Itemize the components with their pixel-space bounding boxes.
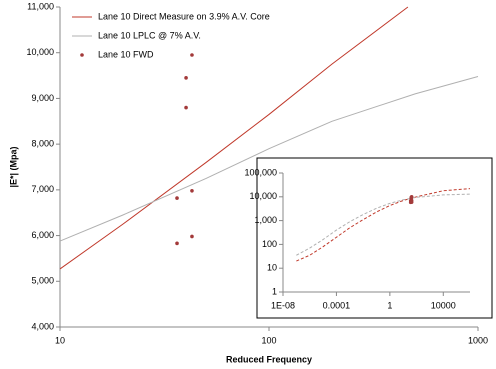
y-tick-label: 9,000 <box>31 93 54 103</box>
x-tick-label: 10 <box>55 335 65 345</box>
x-tick-label: 1 <box>387 300 392 310</box>
y-tick-label: 6,000 <box>31 230 54 240</box>
data-point <box>190 53 194 57</box>
legend-label: Lane 10 FWD <box>98 49 154 59</box>
y-tick-label: 10,000 <box>26 47 54 57</box>
data-line <box>296 193 471 256</box>
data-point <box>190 188 194 193</box>
y-axis-title: |E*| (Mpa) <box>8 146 18 187</box>
x-tick-label: 100 <box>261 335 276 345</box>
data-point <box>175 196 179 200</box>
y-tick-label: 10 <box>267 263 277 273</box>
data-point <box>175 241 179 246</box>
x-tick-label: 10000 <box>431 300 456 310</box>
y-tick-label: 4,000 <box>31 321 54 331</box>
legend-label: Lane 10 LPLC @ 7% A.V. <box>98 30 201 40</box>
y-tick-label: 100 <box>262 239 277 249</box>
y-tick-label: 11,000 <box>27 1 54 11</box>
data-line <box>59 6 409 270</box>
x-tick-label: 1E-08 <box>271 300 295 310</box>
y-tick-label: 8,000 <box>31 139 54 149</box>
legend-marker <box>80 53 84 57</box>
x-tick-label: 0.0001 <box>323 300 351 310</box>
data-line <box>296 188 471 262</box>
y-tick-label: 10,000 <box>249 191 277 201</box>
y-tick-label: 7,000 <box>31 184 54 194</box>
x-tick-label: 1000 <box>468 335 488 345</box>
data-point <box>184 105 188 110</box>
y-tick-label: 100,000 <box>244 167 277 177</box>
legend-label: Lane 10 Direct Measure on 3.9% A.V. Core <box>98 11 270 21</box>
data-point <box>409 200 414 204</box>
data-point <box>184 76 188 80</box>
x-axis-title: Reduced Frequency <box>226 354 312 364</box>
y-tick-label: 1 <box>272 286 277 296</box>
y-tick-label: 5,000 <box>31 276 54 286</box>
y-tick-label: 1,000 <box>254 215 277 225</box>
data-point <box>409 195 414 199</box>
inset-frame <box>256 157 493 319</box>
data-point <box>190 234 194 239</box>
data-line <box>59 76 479 242</box>
